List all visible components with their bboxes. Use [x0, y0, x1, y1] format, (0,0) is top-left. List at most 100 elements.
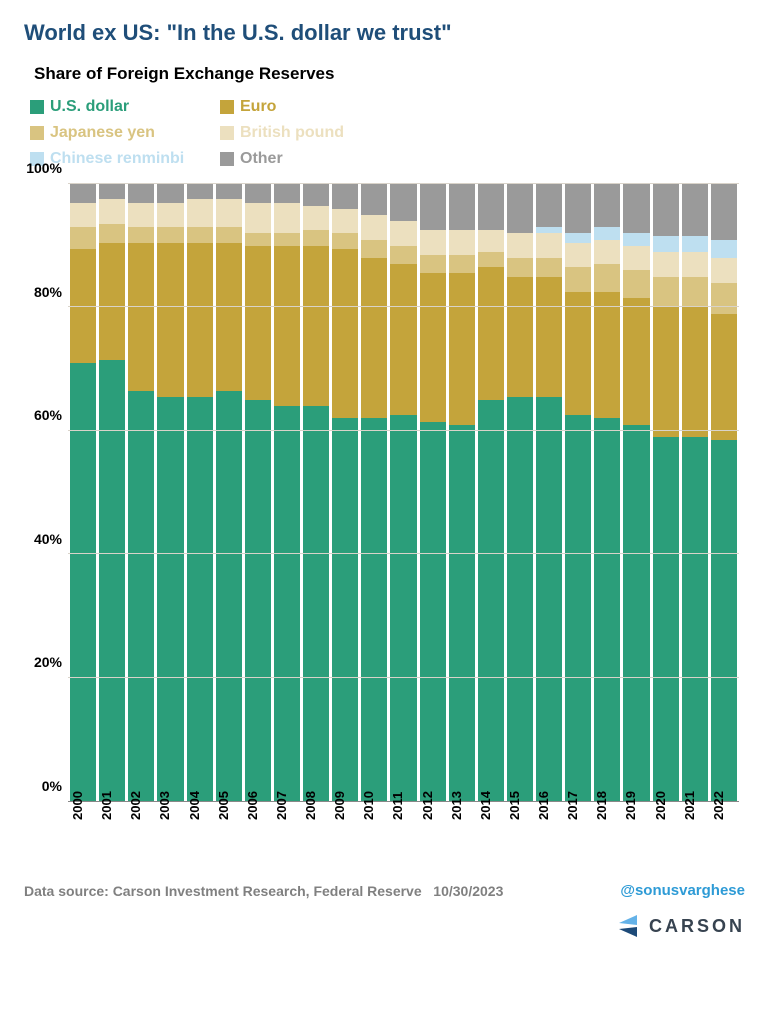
x-tick-label: 2005 [216, 788, 242, 828]
segment-gbp [682, 252, 708, 277]
bar-2000 [70, 184, 96, 801]
y-tick-label: 20% [24, 654, 68, 670]
segment-eur [507, 277, 533, 397]
segment-jpy [449, 255, 475, 274]
bar-2008 [303, 184, 329, 801]
segment-eur [478, 267, 504, 400]
segment-other [623, 184, 649, 233]
segment-jpy [420, 255, 446, 274]
segment-gbp [70, 203, 96, 228]
segment-usd [420, 422, 446, 801]
segment-eur [565, 292, 591, 415]
segment-usd [128, 391, 154, 801]
segment-jpy [157, 227, 183, 242]
bar-2007 [274, 184, 300, 801]
segment-jpy [128, 227, 154, 242]
segment-eur [536, 277, 562, 397]
segment-other [361, 184, 387, 215]
segment-usd [99, 360, 125, 801]
segment-other [216, 184, 242, 199]
carson-logo-text: CARSON [649, 916, 745, 937]
segment-jpy [303, 230, 329, 245]
segment-usd [507, 397, 533, 801]
segment-gbp [653, 252, 679, 277]
segment-jpy [361, 240, 387, 259]
x-tick-label: 2004 [187, 788, 213, 828]
segment-usd [536, 397, 562, 801]
segment-jpy [274, 233, 300, 245]
legend: U.S. dollarEuroJapanese yenBritish pound… [30, 98, 745, 168]
segment-jpy [594, 264, 620, 292]
segment-other [711, 184, 737, 240]
segment-gbp [711, 258, 737, 283]
segment-eur [187, 243, 213, 397]
segment-gbp [274, 203, 300, 234]
y-tick-label: 100% [24, 160, 68, 176]
segment-usd [332, 418, 358, 801]
segment-eur [216, 243, 242, 391]
segment-jpy [187, 227, 213, 242]
segment-jpy [216, 227, 242, 242]
segment-usd [245, 400, 271, 801]
legend-label: Chinese renminbi [50, 150, 184, 168]
chart-title: World ex US: "In the U.S. dollar we trus… [24, 20, 745, 46]
segment-usd [303, 406, 329, 801]
x-tick-label: 2015 [507, 788, 533, 828]
footer: Data source: Carson Investment Research,… [24, 882, 745, 899]
segment-eur [99, 243, 125, 360]
bar-2010 [361, 184, 387, 801]
segment-gbp [332, 209, 358, 234]
segment-gbp [449, 230, 475, 255]
segment-eur [682, 307, 708, 437]
segment-eur [274, 246, 300, 406]
segment-eur [653, 307, 679, 437]
segment-eur [711, 314, 737, 440]
legend-label: British pound [240, 124, 344, 142]
segment-usd [653, 437, 679, 801]
segment-jpy [565, 267, 591, 292]
x-tick-label: 2019 [623, 788, 649, 828]
segment-cny [711, 240, 737, 259]
segment-other [303, 184, 329, 206]
grid-line [68, 677, 739, 678]
legend-item-usd: U.S. dollar [30, 98, 220, 116]
segment-gbp [216, 199, 242, 227]
segment-other [565, 184, 591, 233]
segment-jpy [536, 258, 562, 277]
x-tick-label: 2017 [565, 788, 591, 828]
legend-item-jpy: Japanese yen [30, 124, 220, 142]
source-text: Data source: Carson Investment Research,… [24, 883, 503, 899]
x-tick-label: 2014 [478, 788, 504, 828]
grid-line [68, 183, 739, 184]
segment-cny [682, 236, 708, 251]
segment-other [682, 184, 708, 236]
twitter-handle: @sonusvarghese [620, 882, 745, 899]
segment-jpy [70, 227, 96, 249]
segment-gbp [157, 203, 183, 228]
bar-2003 [157, 184, 183, 801]
segment-eur [623, 298, 649, 424]
segment-other [187, 184, 213, 199]
segment-other [390, 184, 416, 221]
bar-2005 [216, 184, 242, 801]
segment-eur [361, 258, 387, 418]
segment-usd [390, 415, 416, 801]
logo: CARSON [24, 913, 745, 939]
segment-other [536, 184, 562, 227]
legend-swatch [220, 152, 234, 166]
x-tick-label: 2007 [274, 788, 300, 828]
x-tick-label: 2021 [682, 788, 708, 828]
carson-logo-icon [615, 913, 641, 939]
x-tick-label: 2010 [361, 788, 387, 828]
segment-gbp [565, 243, 591, 268]
segment-usd [216, 391, 242, 801]
segment-other [245, 184, 271, 203]
segment-usd [711, 440, 737, 801]
segment-usd [594, 418, 620, 801]
segment-jpy [332, 233, 358, 248]
chart-area: 0%20%40%60%80%100% 200020012002200320042… [68, 184, 739, 824]
bar-2013 [449, 184, 475, 801]
plot-area [68, 184, 739, 802]
segment-gbp [594, 240, 620, 265]
y-tick-label: 80% [24, 284, 68, 300]
